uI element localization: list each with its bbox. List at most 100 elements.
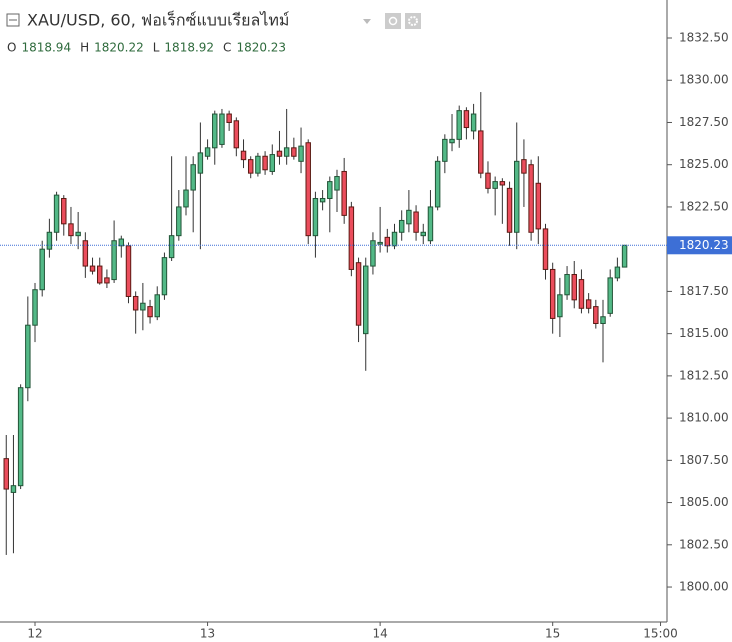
last-price-box <box>667 236 732 255</box>
y-tick-label: 1807.50 <box>679 453 729 467</box>
candle-body <box>104 277 110 284</box>
y-tick-label: 1825.00 <box>679 157 729 171</box>
candle-body <box>334 176 340 191</box>
candle-body <box>219 113 225 145</box>
candle-body <box>470 113 477 132</box>
candle-body <box>514 160 520 233</box>
candle-body <box>485 172 491 189</box>
candle-body <box>341 170 347 216</box>
candle-body <box>499 181 506 186</box>
candle-body <box>384 236 391 247</box>
candle-body <box>614 266 621 279</box>
candle-body <box>578 279 585 309</box>
candle-body <box>420 231 426 237</box>
chart-title: XAU/USD, 60, ฟอเร็กซ์แบบเรียลไทม์ <box>27 10 289 30</box>
candle-body <box>161 257 168 296</box>
candle-body <box>53 194 60 233</box>
ohlc-value: 1820.23 <box>236 41 286 55</box>
candle-body <box>327 181 333 199</box>
collapse-icon[interactable] <box>6 13 20 27</box>
candle-body <box>168 235 175 259</box>
candle-body <box>39 248 45 291</box>
candle-body <box>449 138 455 144</box>
candle-body <box>132 295 139 311</box>
y-tick-label: 1810.00 <box>679 411 729 425</box>
candle-body <box>370 240 376 267</box>
candle-body <box>125 245 132 297</box>
candle-body <box>549 268 556 319</box>
candle-body <box>3 458 9 490</box>
candle-body <box>377 241 383 245</box>
candle-body <box>456 110 462 140</box>
candle-body <box>312 197 319 237</box>
x-tick-label: 15:00 <box>643 627 678 641</box>
candle-body <box>190 164 196 191</box>
y-tick-label: 1822.50 <box>679 199 729 213</box>
candle-body <box>226 113 232 123</box>
ohlc-value: 1818.94 <box>21 41 71 55</box>
candle-body <box>585 299 592 309</box>
last-price-label: 1820.23 <box>679 238 729 252</box>
candle-body <box>535 182 542 230</box>
candle-body <box>75 231 81 237</box>
candle-body <box>240 150 247 161</box>
candle-body <box>391 231 398 247</box>
ohlc-letter: L <box>153 41 160 55</box>
candle-body <box>298 145 304 162</box>
candle-body <box>506 187 513 233</box>
candle-body <box>363 265 369 335</box>
candle-body <box>319 197 326 203</box>
ohlc-value: 1820.22 <box>94 41 144 55</box>
x-tick-label: 15 <box>545 627 560 641</box>
y-tick-label: 1832.50 <box>679 31 729 45</box>
settings-icon-glyph <box>408 16 418 26</box>
candle-body <box>398 219 405 233</box>
candle-body <box>82 240 89 267</box>
candle-body <box>68 223 74 237</box>
y-tick-label: 1805.00 <box>679 495 729 509</box>
candle-body <box>283 147 290 157</box>
candle-body <box>542 228 549 270</box>
ohlc-header: O 1818.94 H 1820.22 L 1818.92 C 1820.23 <box>7 41 286 55</box>
ohlc-letter: O <box>7 41 16 55</box>
y-tick-label: 1830.00 <box>679 73 729 87</box>
y-tick-label: 1817.50 <box>679 284 729 298</box>
candle-body <box>406 209 412 225</box>
settings-icon[interactable] <box>405 13 421 29</box>
ohlc-value: 1818.92 <box>164 41 214 55</box>
candle-body <box>413 211 419 233</box>
y-tick-label: 1827.50 <box>679 115 729 129</box>
candle-body <box>204 147 211 157</box>
candle-body <box>463 110 470 129</box>
candle-body <box>593 306 599 325</box>
candle-body <box>305 142 311 237</box>
candle-body <box>61 197 67 225</box>
candle-body <box>176 206 182 237</box>
candle-body <box>10 485 17 493</box>
ohlc-letter: H <box>80 41 89 55</box>
y-tick-label: 1800.00 <box>679 580 729 594</box>
candle-body <box>25 324 31 389</box>
eye-icon-glyph <box>388 16 398 26</box>
eye-icon[interactable] <box>385 13 401 29</box>
candle-body <box>32 289 38 326</box>
y-tick-label: 1812.50 <box>679 368 729 382</box>
candle-body <box>607 277 613 314</box>
candle-body <box>262 155 268 171</box>
candle-body <box>442 138 448 162</box>
title-dropdown[interactable] <box>363 19 371 24</box>
y-tick-label: 1815.00 <box>679 326 729 340</box>
candle-body <box>17 387 24 487</box>
candle-body <box>233 120 240 149</box>
candle-body <box>521 159 527 174</box>
candle-body <box>96 265 103 284</box>
ohlc-letter: C <box>223 41 231 55</box>
candle-body <box>111 240 117 281</box>
candle-body <box>255 155 261 174</box>
candle-body <box>434 160 441 208</box>
candle-body <box>118 238 125 247</box>
candle-body <box>197 152 204 174</box>
candle-body <box>478 130 484 174</box>
y-tick-label: 1802.50 <box>679 537 729 551</box>
